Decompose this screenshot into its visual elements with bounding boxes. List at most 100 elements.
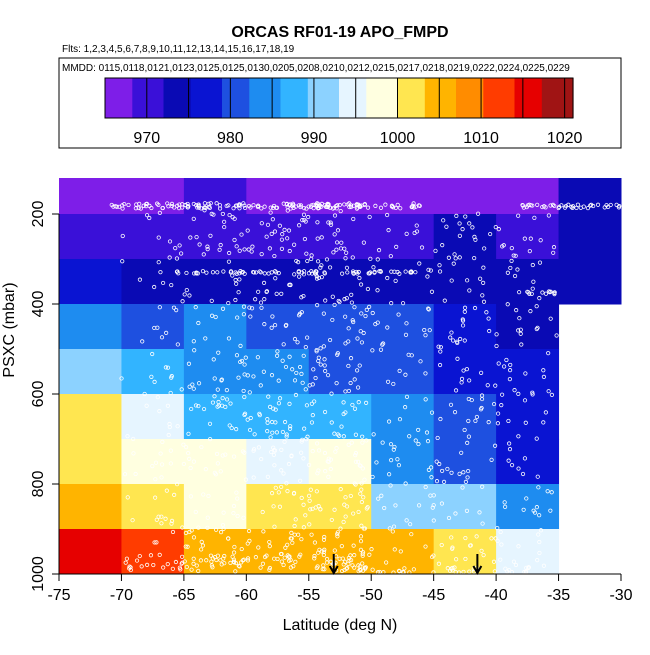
observation-point — [522, 456, 528, 461]
observation-point — [367, 552, 372, 557]
heatmap-cell — [183, 529, 247, 575]
heatmap-cell — [246, 349, 310, 395]
observation-point — [358, 463, 363, 469]
observation-point — [356, 563, 361, 568]
observation-point — [148, 553, 154, 558]
observation-point — [445, 566, 450, 571]
observation-point — [498, 529, 503, 535]
observation-point — [216, 350, 221, 355]
observation-point — [212, 376, 217, 381]
observation-point — [332, 213, 338, 218]
observation-point — [147, 215, 152, 221]
observation-point — [169, 201, 175, 206]
observation-point — [167, 424, 172, 430]
observation-point — [268, 205, 273, 210]
observation-point — [312, 556, 317, 561]
observation-point — [348, 553, 353, 558]
observation-point — [262, 297, 267, 302]
observation-point — [163, 516, 168, 521]
observation-point — [482, 246, 487, 251]
heatmap-cell — [496, 439, 560, 485]
observation-point — [242, 362, 247, 367]
colorbar-segment — [159, 78, 165, 118]
colorbar-segment — [549, 78, 555, 118]
observation-point — [361, 240, 366, 245]
observation-point — [353, 459, 359, 464]
observation-point — [523, 420, 528, 425]
colorbar-segment — [194, 78, 200, 118]
heatmap-cell — [308, 439, 372, 485]
observation-point — [477, 510, 482, 515]
observation-point — [307, 522, 312, 527]
heatmap-cell — [433, 178, 497, 215]
observation-point — [188, 494, 193, 499]
observation-point — [299, 495, 304, 500]
heatmap-cell — [308, 304, 372, 350]
observation-point — [218, 530, 224, 535]
observation-point — [297, 364, 303, 370]
observation-point — [403, 269, 408, 274]
observation-point — [247, 305, 252, 310]
observation-point — [387, 472, 392, 477]
observation-point — [189, 528, 194, 533]
observation-point — [271, 203, 277, 209]
observation-point — [440, 243, 445, 248]
legend-box — [58, 57, 622, 149]
observation-point — [231, 454, 237, 459]
observation-point — [322, 357, 327, 362]
observation-point — [220, 306, 226, 311]
observation-point — [306, 462, 312, 468]
observation-point — [429, 410, 435, 415]
observation-point — [359, 481, 364, 486]
colorbar-segment — [370, 78, 375, 118]
observation-point — [437, 269, 443, 274]
observation-point — [335, 531, 340, 537]
observation-point — [314, 276, 320, 281]
observation-point — [125, 434, 130, 439]
observation-point — [215, 270, 220, 275]
observation-point — [183, 530, 189, 536]
observation-point — [460, 485, 465, 490]
observation-point — [386, 228, 391, 233]
observation-point — [550, 202, 556, 207]
y-tick-label: 200 — [30, 201, 47, 228]
heatmap-cell — [371, 349, 435, 395]
heatmap-cell — [59, 439, 122, 485]
observation-point — [272, 448, 277, 453]
observation-point — [205, 244, 210, 249]
observation-point — [373, 203, 378, 208]
x-tick-label: -70 — [110, 587, 133, 604]
observation-point — [608, 202, 613, 208]
heatmap-cell — [371, 259, 435, 305]
observation-point — [122, 201, 127, 207]
observation-point — [316, 448, 322, 453]
observation-point — [159, 335, 165, 340]
observation-point — [272, 556, 277, 561]
y-axis-label: PSXC (mbar) — [1, 282, 18, 377]
observation-point — [281, 342, 286, 347]
observation-point — [271, 504, 276, 509]
observation-point — [361, 330, 366, 336]
observation-point — [301, 353, 306, 358]
observation-point — [543, 205, 548, 210]
observation-point — [271, 445, 276, 450]
observation-point — [272, 524, 277, 529]
observation-point — [466, 396, 471, 402]
observation-point — [426, 306, 431, 311]
observation-point — [358, 547, 364, 552]
observation-point — [241, 515, 246, 520]
observation-point — [178, 567, 183, 572]
colorbar-segment — [537, 78, 543, 118]
observation-point — [464, 367, 470, 372]
observation-point — [526, 565, 531, 570]
observation-point — [378, 268, 383, 274]
heatmap-cell — [183, 214, 247, 260]
heatmap-cell — [433, 484, 497, 530]
heatmap-cell — [183, 484, 247, 530]
observation-point — [260, 561, 266, 566]
colorbar-segment — [526, 78, 531, 118]
observation-point — [169, 374, 174, 379]
observation-point — [398, 549, 403, 554]
observation-point — [209, 313, 215, 318]
observation-point — [313, 272, 319, 277]
